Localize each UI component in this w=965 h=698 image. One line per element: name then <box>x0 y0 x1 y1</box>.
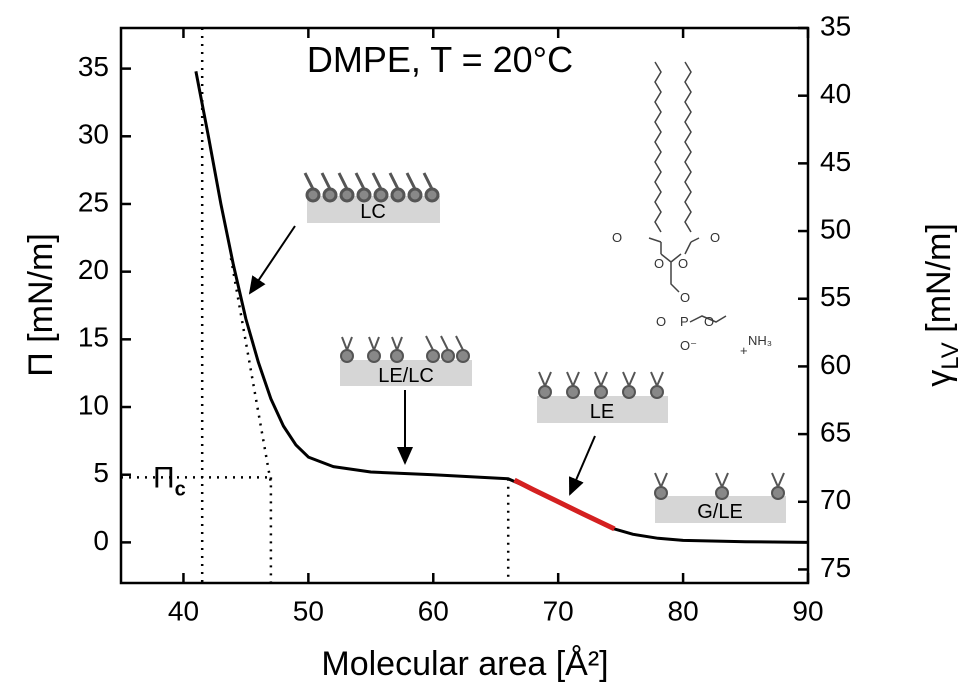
y-tick-label: 30 <box>78 119 109 150</box>
x-axis-label: Molecular area [Å²] <box>321 645 608 683</box>
y-tick-label: 5 <box>93 457 109 488</box>
y-tick-label: 10 <box>78 389 109 420</box>
phase-box <box>340 360 472 386</box>
x-tick-label: 50 <box>293 595 324 626</box>
isotherm-line <box>513 477 616 532</box>
phase-label: LC <box>360 201 386 223</box>
isotherm-line <box>194 71 809 544</box>
molecule-label: P <box>680 314 689 329</box>
molecule-label: O <box>612 230 622 245</box>
y-tick-label: 0 <box>93 525 109 556</box>
y-axis-label: Π [mN/m] <box>22 233 60 377</box>
y2-tick-label: 75 <box>820 552 851 583</box>
molecule-label: O <box>680 290 690 305</box>
y-tick-label: 15 <box>78 322 109 353</box>
phase-box <box>655 496 786 523</box>
lelc-cartoon: LE/LC <box>340 335 472 465</box>
x-tick-label: 90 <box>792 595 823 626</box>
molecule-label: O⁻ <box>680 338 697 353</box>
y2-tick-label: 70 <box>820 484 851 515</box>
y2-tick-label: 65 <box>820 416 851 447</box>
x-tick-label: 70 <box>543 595 574 626</box>
molecule-label: O <box>656 314 666 329</box>
molecule <box>648 61 727 323</box>
phase-label: LE/LC <box>378 365 434 387</box>
y2-tick-label: 40 <box>820 78 851 109</box>
y-tick-label: 20 <box>78 254 109 285</box>
phase-box <box>537 396 668 423</box>
y2-tick-label: 55 <box>820 281 851 312</box>
x-tick-label: 40 <box>168 595 199 626</box>
molecule-label: + <box>740 343 748 358</box>
molecule-label: O <box>654 256 664 271</box>
lc-cartoon: LC <box>248 172 440 295</box>
arrow <box>568 435 596 496</box>
x-tick-label: 60 <box>418 595 449 626</box>
y-tick-label: 25 <box>78 186 109 217</box>
molecule-label: O <box>710 230 720 245</box>
plot-frame <box>119 26 810 585</box>
y2-tick-label: 35 <box>820 10 851 41</box>
y2-tick-label: 60 <box>820 349 851 380</box>
molecule-label: O <box>678 256 688 271</box>
molecule-label: O <box>704 314 714 329</box>
le-cartoon: LE <box>537 371 668 496</box>
y2-tick-label: 45 <box>820 146 851 177</box>
chart-title: DMPE, T = 20°C <box>307 39 573 80</box>
phase-label: LE <box>590 401 614 423</box>
y2-tick-label: 50 <box>820 213 851 244</box>
critical-pressure-symbol: Π <box>153 461 175 494</box>
y2-label-main: γ <box>920 370 958 387</box>
x-tick-label: 80 <box>668 595 699 626</box>
molecule-label: NH₃ <box>748 333 772 348</box>
phase-label: G/LE <box>697 501 743 523</box>
y2-label-unit: [mN/m] <box>920 223 958 342</box>
critical-pressure-label: Πc <box>153 461 186 500</box>
arrow <box>248 225 296 295</box>
y-tick-label: 35 <box>78 51 109 82</box>
gle-cartoon: G/LE <box>654 472 786 523</box>
critical-pressure-sub: c <box>175 478 186 500</box>
y2-axis-label: γLV [mN/m] <box>920 223 964 387</box>
y2-label-sub: LV <box>937 342 964 370</box>
